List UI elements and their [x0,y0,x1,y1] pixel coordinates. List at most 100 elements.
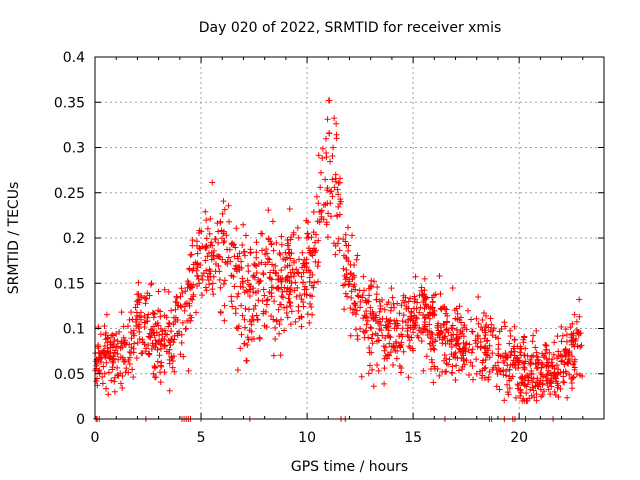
data-point [276,330,283,337]
data-point [96,354,103,361]
data-point [381,365,388,372]
data-point [199,292,206,299]
data-point [444,312,451,319]
data-point [101,370,108,377]
data-point [407,295,414,302]
data-point [145,351,152,358]
data-point [463,326,470,333]
data-point [105,348,112,355]
data-point [300,303,307,310]
x-axis-label: GPS time / hours [291,459,408,475]
data-point [190,293,197,300]
data-point [295,234,302,241]
data-point [206,230,213,237]
data-point [103,311,110,318]
data-point [251,335,258,342]
data-point [399,325,406,332]
data-point [344,293,351,300]
data-point [282,256,289,263]
data-point [411,322,418,329]
data-point [570,361,577,368]
data-point [548,383,555,390]
data-point [263,297,270,304]
data-point [481,349,488,356]
data-point [550,351,557,358]
data-point [111,336,118,343]
data-point [133,355,140,362]
data-point [530,352,537,359]
data-point [533,327,540,334]
data-point [422,293,429,300]
data-point [135,323,142,330]
data-point [287,255,294,262]
data-point [400,312,407,319]
data-point [145,342,152,349]
data-point [126,341,133,348]
data-point [352,300,359,307]
data-point [214,253,221,260]
data-point [453,305,460,312]
data-point [367,324,374,331]
data-point [330,144,337,151]
data-point [577,343,584,350]
data-point [252,262,259,269]
data-point [373,296,380,303]
data-point [150,323,157,330]
data-point [375,320,382,327]
data-point [299,249,306,256]
data-point [265,207,272,214]
data-point [413,305,420,312]
data-point [228,298,235,305]
data-point [482,364,489,371]
data-point [143,345,150,352]
data-point [555,348,562,355]
data-point [566,371,573,378]
data-point [146,350,153,357]
data-point [420,367,427,374]
data-point [260,286,267,293]
data-point [501,397,508,404]
data-point [277,276,284,283]
y-tick-label: 0.1 [63,322,85,338]
data-point [482,356,489,363]
data-point [189,296,196,303]
data-point [408,334,415,341]
data-point [387,320,394,327]
data-point [469,346,476,353]
data-point [515,357,522,364]
data-point [576,313,583,320]
data-point [557,385,564,392]
data-point [207,242,214,249]
data-point [522,377,529,384]
data-point [265,235,272,242]
data-point [349,232,356,239]
data-point [483,338,490,345]
data-point [512,359,519,366]
data-point [136,329,143,336]
data-point [404,328,411,335]
data-point [347,261,354,268]
data-point [157,345,164,352]
data-point [430,310,437,317]
data-point [151,363,158,370]
data-point [221,206,228,213]
data-point [141,294,148,301]
data-point [426,309,433,316]
data-point [562,326,569,333]
data-point [470,376,477,383]
data-point [460,356,467,363]
data-point [99,373,106,380]
data-point [241,316,248,323]
data-point [253,249,260,256]
data-point [379,315,386,322]
data-point [454,340,461,347]
data-point [578,342,585,349]
y-tick-label: 0.25 [54,186,85,202]
data-point [343,266,350,273]
data-point [406,343,413,350]
data-point [116,328,123,335]
data-point [487,315,494,322]
data-point [376,308,383,315]
data-point [246,293,253,300]
data-point [151,332,158,339]
